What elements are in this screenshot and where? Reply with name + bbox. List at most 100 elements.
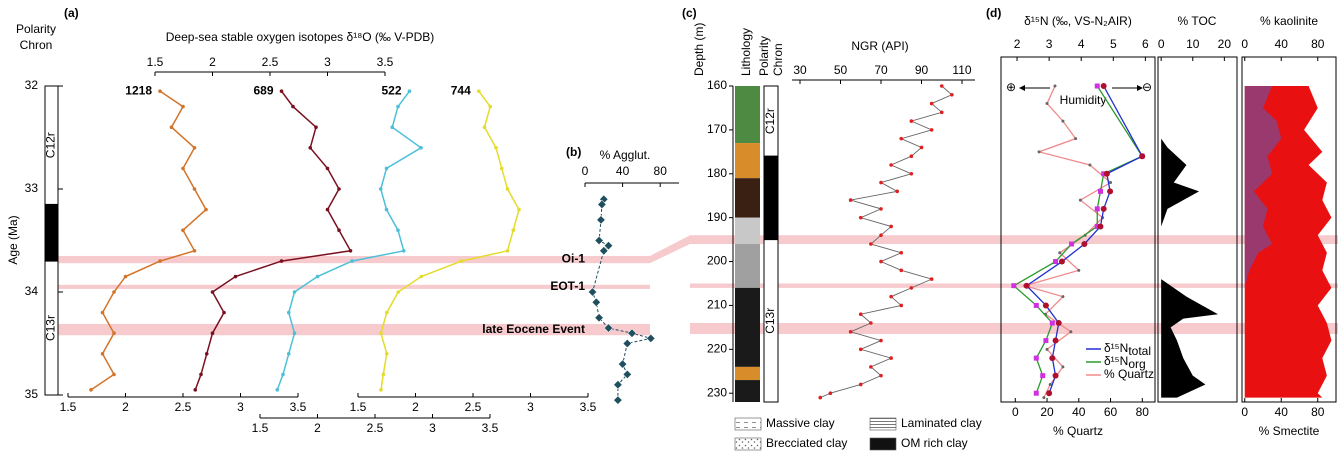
y-tick-label: 32 <box>25 78 39 92</box>
data-point <box>929 101 934 106</box>
data-point <box>939 110 944 115</box>
data-point <box>1058 258 1065 265</box>
legend-label: OM rich clay <box>901 436 968 450</box>
data-point <box>379 331 383 336</box>
data-point <box>407 89 412 93</box>
x2-tick-label: 0 <box>1241 405 1248 419</box>
data-point <box>899 303 904 308</box>
data-point <box>384 207 389 212</box>
data-point <box>594 235 604 246</box>
data-point <box>337 228 341 232</box>
x-tick-label: 70 <box>874 63 888 77</box>
y-tick-label: 210 <box>707 298 727 312</box>
series-line <box>276 90 423 391</box>
data-point <box>169 125 174 129</box>
axis-title: % TOC <box>1178 14 1217 28</box>
data-point <box>1094 223 1100 229</box>
data-point <box>591 297 601 307</box>
x-tick-label: 2 <box>412 400 419 414</box>
data-point <box>499 166 504 171</box>
x-tick-label: 1.5 <box>147 55 164 69</box>
data-point <box>1109 181 1113 185</box>
data-point <box>291 104 295 109</box>
data-point <box>384 166 389 171</box>
x-tick-label: 80 <box>654 164 668 178</box>
x-tick-label: 10 <box>1186 37 1200 51</box>
y-tick-label: 230 <box>707 385 727 399</box>
axis-title: NGR (API) <box>851 39 908 53</box>
data-point <box>279 89 284 93</box>
data-point <box>1037 150 1041 154</box>
data-point <box>419 274 424 279</box>
data-point <box>594 313 604 323</box>
x-tick-label: 50 <box>834 63 848 77</box>
data-point <box>192 249 197 253</box>
data-point <box>1061 295 1065 299</box>
data-point <box>181 166 185 171</box>
data-point <box>1042 396 1046 400</box>
y-tick-label: 34 <box>25 284 39 298</box>
data-point <box>1103 170 1110 177</box>
data-point <box>587 287 598 297</box>
series-line <box>591 199 651 401</box>
data-point <box>112 290 116 294</box>
data-point <box>1049 355 1056 362</box>
data-point <box>1011 283 1017 289</box>
data-point <box>210 331 215 336</box>
data-point <box>204 207 208 212</box>
band-connector <box>650 235 690 264</box>
data-point <box>1078 198 1082 202</box>
x-tick-label: 0 <box>1241 37 1248 51</box>
data-point <box>505 187 510 191</box>
data-point <box>1094 83 1100 89</box>
x-tick-label: 3 <box>1046 37 1053 51</box>
area <box>1244 86 1282 398</box>
y-axis-title: Age (Ma) <box>6 215 20 264</box>
x2-axis-title: % Smectite <box>1259 424 1320 438</box>
data-point <box>390 125 395 129</box>
data-point <box>1052 372 1059 379</box>
data-point <box>1069 330 1073 334</box>
lithology-unit <box>735 287 760 367</box>
data-point <box>828 391 833 396</box>
data-point <box>89 388 93 392</box>
data-point <box>308 146 313 150</box>
x-tick-label: 3.5 <box>377 55 394 69</box>
data-point <box>476 89 481 93</box>
data-point <box>1033 355 1039 361</box>
data-point <box>603 323 614 333</box>
legend-label-sub: total <box>1128 344 1151 358</box>
data-point <box>895 189 899 194</box>
data-point <box>511 228 516 232</box>
data-point <box>337 187 341 191</box>
data-point <box>378 187 383 191</box>
data-point <box>889 224 893 229</box>
series-line <box>194 90 352 391</box>
y-tick-label: 180 <box>707 166 727 180</box>
event-label: late Eocene Event <box>482 322 585 336</box>
data-point <box>292 331 297 336</box>
y-tick-label: 170 <box>707 122 727 136</box>
data-point <box>325 207 330 212</box>
data-point <box>1101 171 1107 177</box>
data-point <box>879 338 883 343</box>
series-label: 689 <box>253 83 273 97</box>
chron-label: C13n <box>44 218 58 247</box>
data-point <box>1094 206 1100 212</box>
x-tick-label: 1.5 <box>252 421 269 435</box>
x-tick-label: 80 <box>1311 37 1325 51</box>
data-point <box>384 352 389 356</box>
panel-label: (b) <box>566 145 581 159</box>
data-point <box>909 154 914 159</box>
data-point <box>112 331 116 336</box>
legend-label: δ¹⁵N <box>1104 341 1128 355</box>
data-point <box>818 395 823 400</box>
data-point <box>858 215 863 220</box>
data-point <box>325 166 330 171</box>
x2-tick-label: 40 <box>1072 405 1086 419</box>
x-tick-label: 2 <box>1014 37 1021 51</box>
data-point <box>192 187 197 191</box>
panel-label: (d) <box>986 6 1001 20</box>
data-point <box>1043 338 1049 344</box>
data-point <box>1042 302 1049 309</box>
